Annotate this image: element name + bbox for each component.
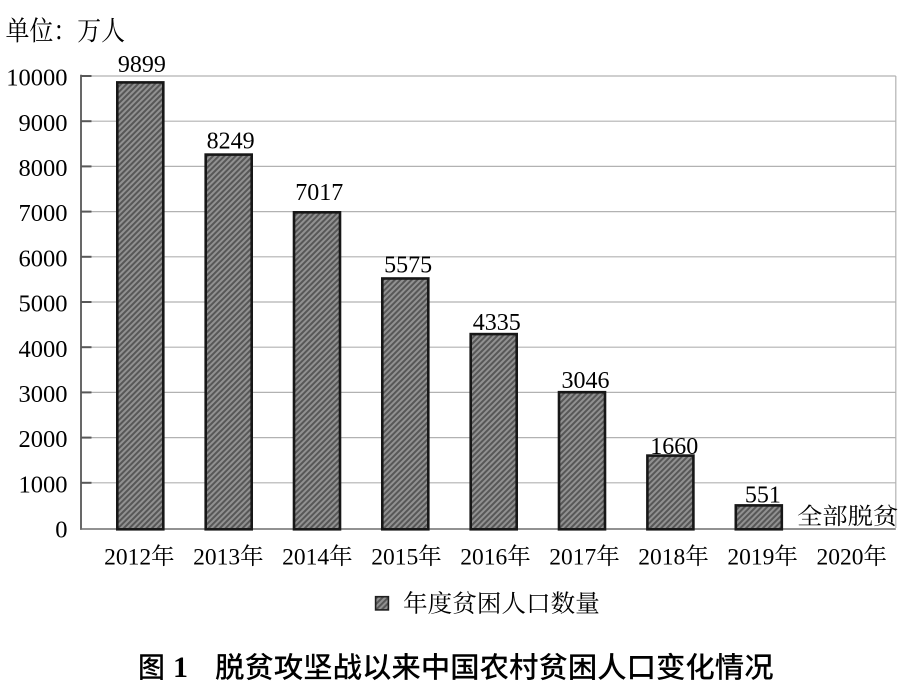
svg-text:1000: 1000 <box>19 471 68 498</box>
svg-text:2014: 2014 <box>282 544 329 570</box>
svg-text:2018: 2018 <box>638 544 685 570</box>
svg-text:10000: 10000 <box>6 65 67 92</box>
svg-text:1: 1 <box>173 651 188 684</box>
svg-text:9899: 9899 <box>118 52 166 78</box>
svg-text:4000: 4000 <box>19 336 68 363</box>
svg-text:7017: 7017 <box>295 180 343 206</box>
svg-text:8249: 8249 <box>207 129 255 155</box>
svg-text:2017: 2017 <box>549 544 596 570</box>
svg-text:2012: 2012 <box>104 544 151 570</box>
svg-text:2013: 2013 <box>193 544 240 570</box>
svg-text:3046: 3046 <box>562 368 610 394</box>
svg-text:2020: 2020 <box>817 544 864 570</box>
svg-text:8000: 8000 <box>19 155 68 182</box>
svg-text:4335: 4335 <box>473 310 521 336</box>
svg-text:2019: 2019 <box>727 544 774 570</box>
svg-text:1660: 1660 <box>650 434 698 460</box>
svg-text:5000: 5000 <box>19 291 68 318</box>
svg-text:9000: 9000 <box>19 110 68 137</box>
svg-text:2000: 2000 <box>19 426 68 453</box>
svg-text:2016: 2016 <box>460 544 507 570</box>
svg-text:551: 551 <box>745 482 781 508</box>
svg-text:0: 0 <box>55 517 67 544</box>
svg-text:3000: 3000 <box>19 381 68 408</box>
svg-text:5575: 5575 <box>384 252 432 278</box>
svg-text:2015: 2015 <box>371 544 418 570</box>
svg-text:7000: 7000 <box>19 200 68 227</box>
svg-text:6000: 6000 <box>19 245 68 272</box>
